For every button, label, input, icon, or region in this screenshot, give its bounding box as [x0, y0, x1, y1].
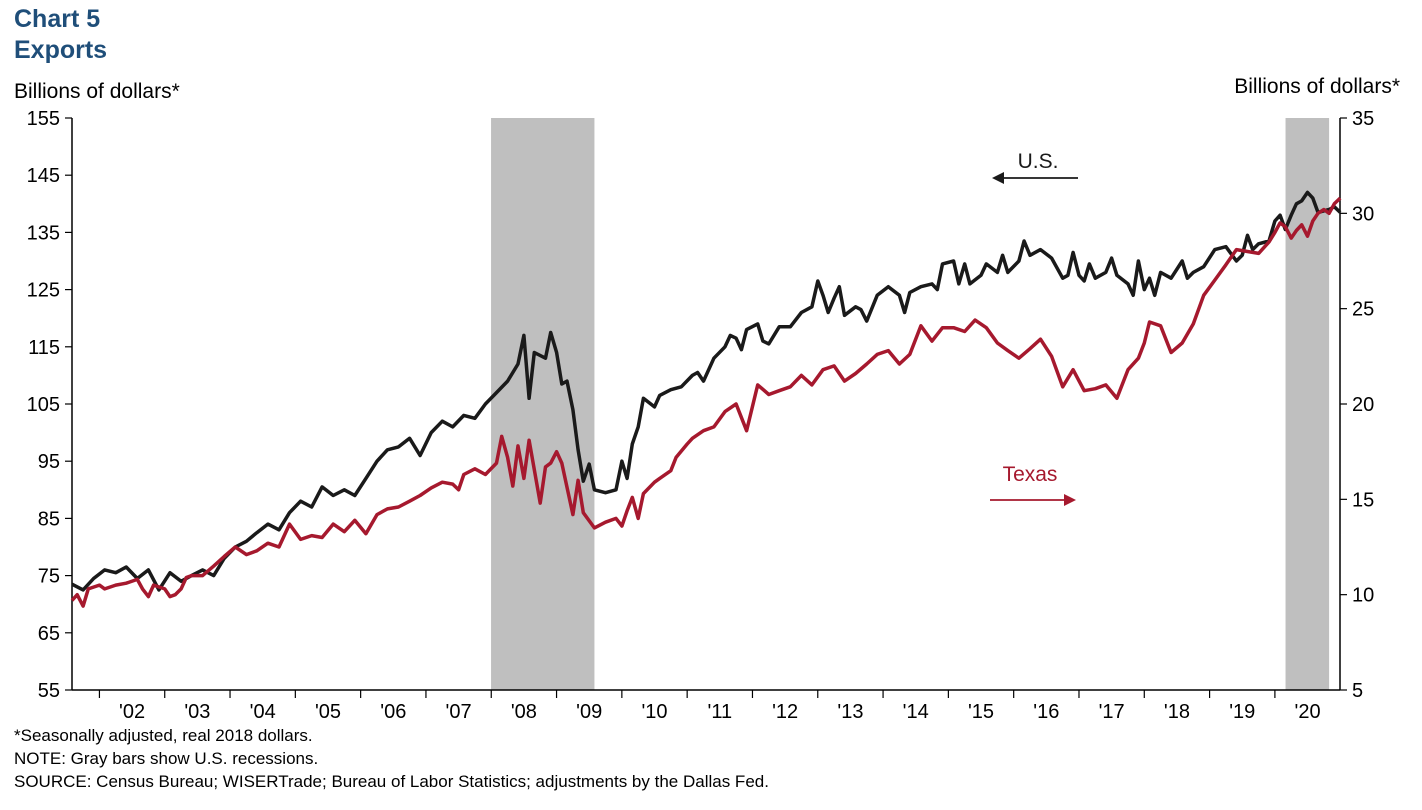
note-seasonal: *Seasonally adjusted, real 2018 dollars.: [14, 726, 313, 745]
note-recession: NOTE: Gray bars show U.S. recessions.: [14, 749, 319, 768]
left-tick-label: 115: [28, 337, 60, 359]
left-tick-label: 55: [38, 680, 60, 702]
us-annotation-arrowhead: [992, 172, 1004, 184]
x-tick-label: '17: [1099, 701, 1125, 723]
us-annotation-label: U.S.: [1018, 150, 1059, 173]
x-tick-label: '07: [446, 701, 472, 723]
right-axis-title: Billions of dollars*: [1234, 75, 1400, 98]
left-tick-label: 135: [27, 222, 60, 244]
x-tick-label: '20: [1295, 701, 1321, 723]
right-tick-label: 20: [1352, 394, 1374, 416]
x-tick-label: '06: [380, 701, 406, 723]
note-source: SOURCE: Census Bureau; WISERTrade; Burea…: [14, 772, 769, 791]
x-tick-label: '04: [250, 701, 276, 723]
x-tick-label: '11: [708, 701, 733, 723]
right-tick-label: 10: [1352, 585, 1374, 607]
left-tick-label: 95: [38, 451, 60, 473]
left-tick-label: 125: [27, 280, 60, 302]
x-tick-label: '16: [1033, 701, 1059, 723]
left-tick-label: 75: [38, 566, 60, 588]
x-tick-label: '14: [903, 701, 929, 723]
left-tick-label: 145: [27, 165, 60, 187]
texas-annotation-arrowhead: [1064, 494, 1076, 506]
x-tick-label: '05: [315, 701, 341, 723]
left-tick-label: 85: [38, 508, 60, 530]
chart-title: Exports: [14, 36, 108, 64]
x-tick-label: '02: [119, 701, 145, 723]
x-tick-label: '13: [837, 701, 863, 723]
chart-number: Chart 5: [14, 5, 101, 33]
left-tick-label: 155: [27, 108, 60, 130]
recession-bar-2: [1285, 118, 1330, 690]
x-tick-label: '19: [1229, 701, 1255, 723]
x-tick-label: '15: [968, 701, 994, 723]
series-line-us: [71, 190, 1342, 592]
series-line-texas: [70, 196, 1342, 608]
chart-notes: *Seasonally adjusted, real 2018 dollars.…: [14, 724, 769, 793]
right-tick-label: 30: [1352, 203, 1374, 225]
right-tick-label: 25: [1352, 299, 1374, 321]
x-tick-label: '18: [1164, 701, 1190, 723]
x-tick-label: '10: [641, 701, 667, 723]
x-tick-label: '08: [511, 701, 537, 723]
chart-heading: Chart 5 Exports: [14, 4, 107, 66]
left-axis-title: Billions of dollars*: [14, 80, 180, 103]
x-tick-label: '09: [576, 701, 602, 723]
right-tick-label: 5: [1352, 680, 1363, 702]
recession-bar-1: [491, 118, 595, 690]
right-tick-label: 35: [1352, 108, 1374, 130]
texas-annotation-label: Texas: [1003, 463, 1058, 486]
x-tick-label: '12: [772, 701, 798, 723]
left-tick-label: 65: [38, 623, 60, 645]
x-tick-label: '03: [184, 701, 210, 723]
left-tick-label: 105: [27, 394, 60, 416]
right-tick-label: 15: [1352, 489, 1374, 511]
